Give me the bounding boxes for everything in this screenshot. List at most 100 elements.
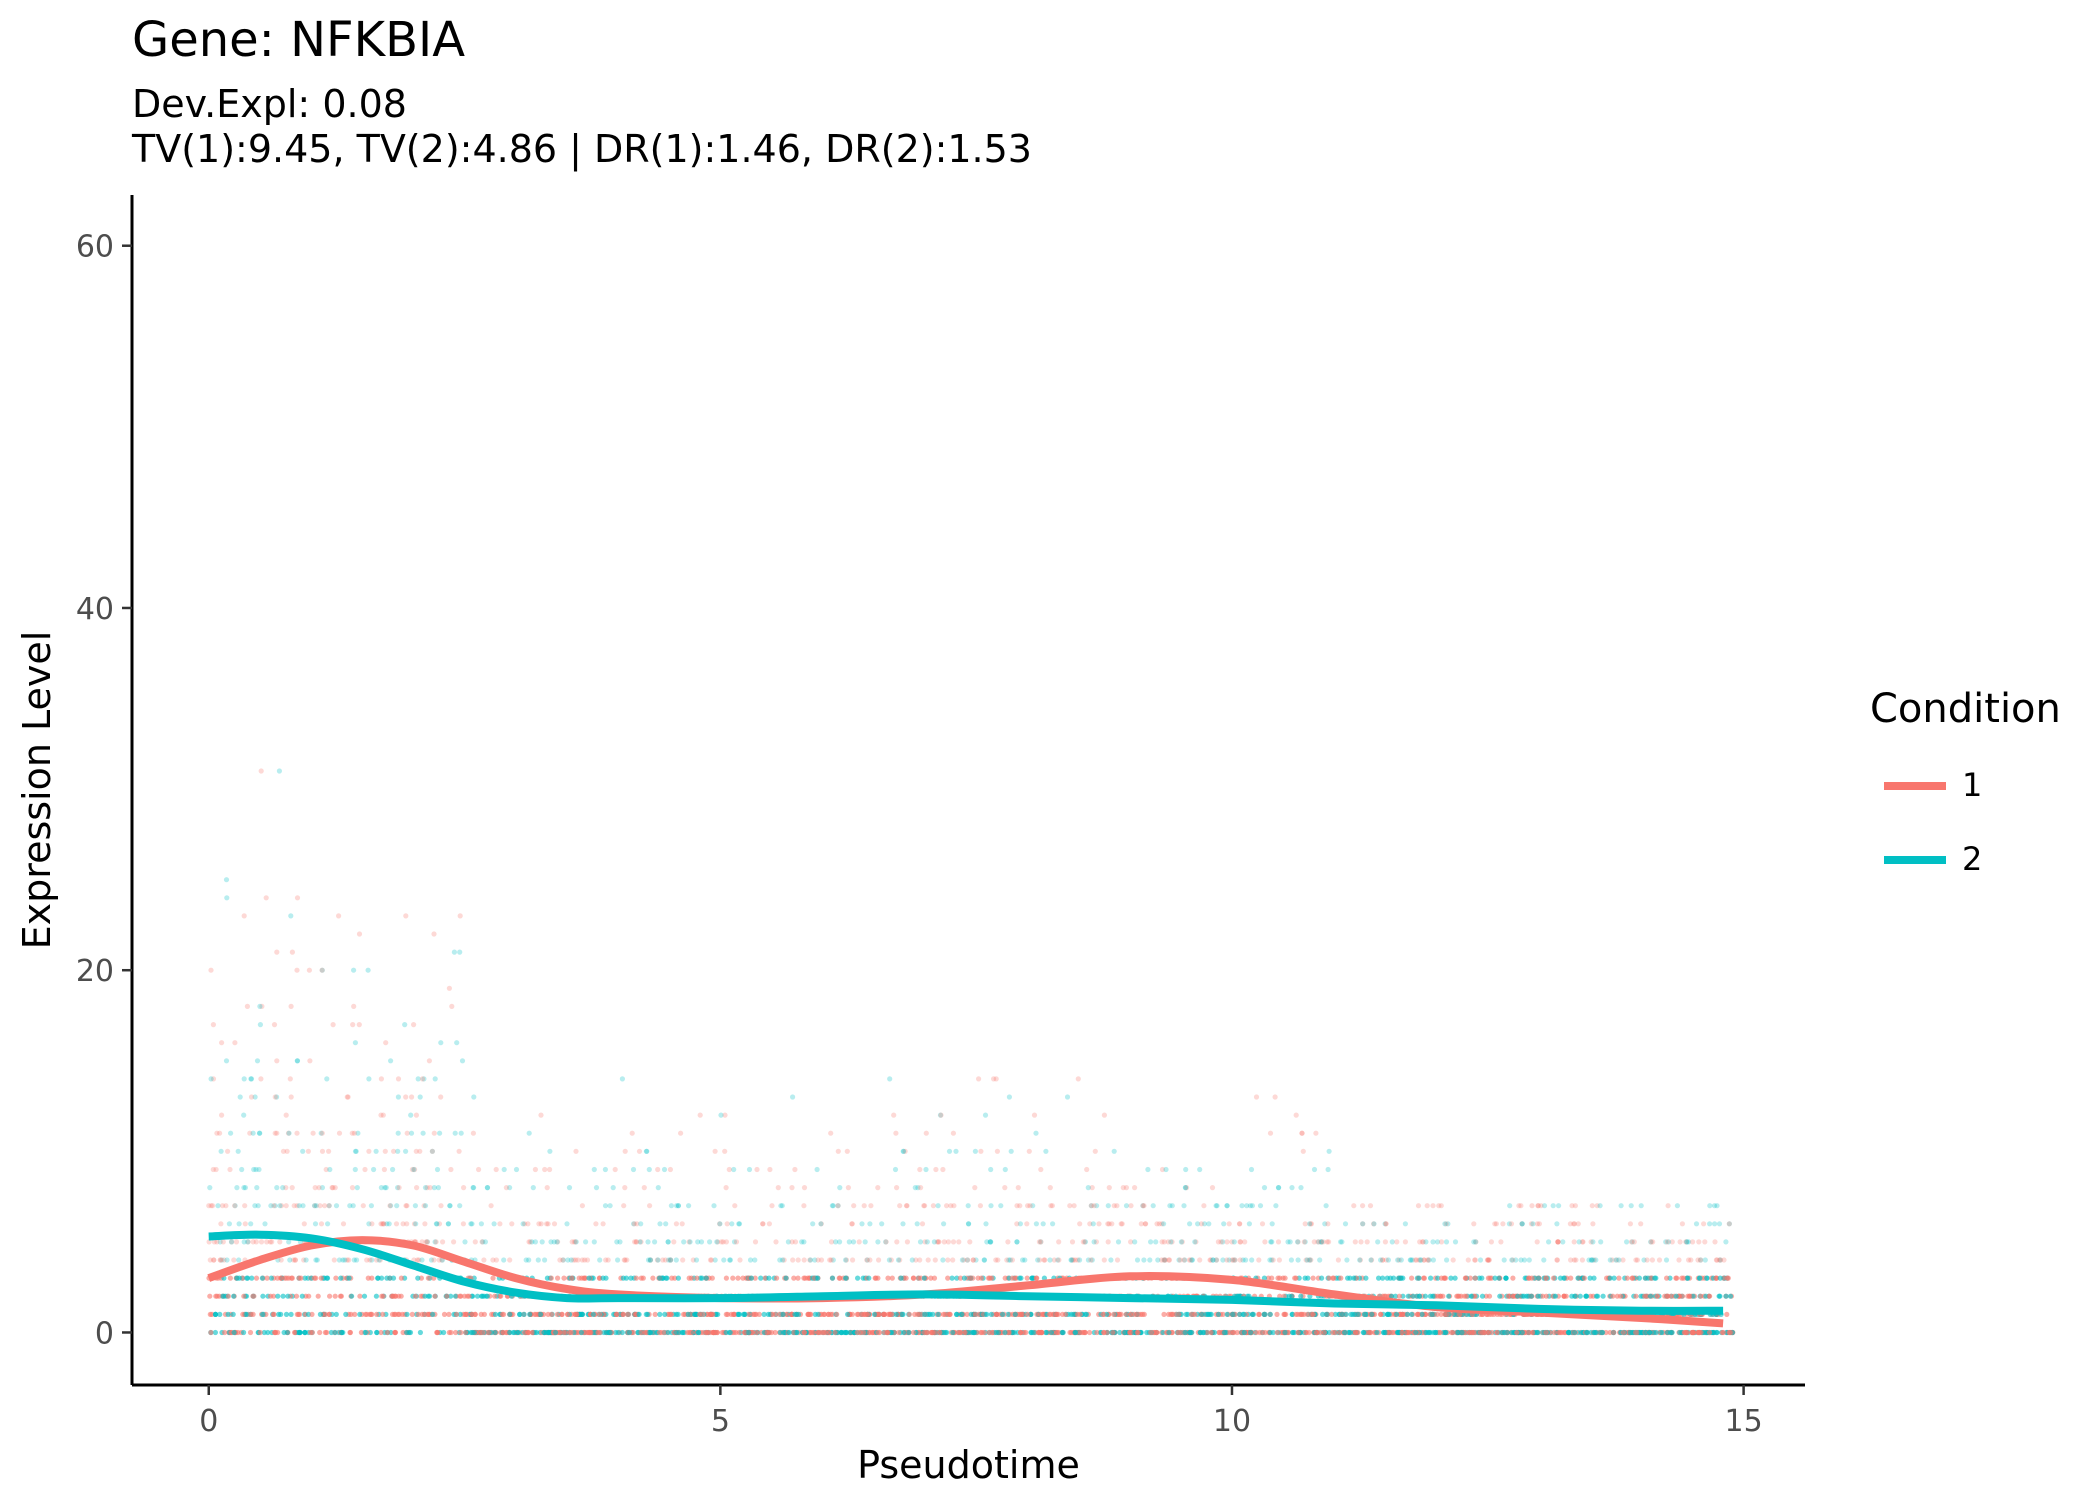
data-point (1683, 1239, 1689, 1245)
data-point (923, 1130, 929, 1136)
data-point (956, 1239, 962, 1245)
data-point (388, 1058, 394, 1064)
data-point (875, 1329, 881, 1336)
data-point (1006, 1257, 1012, 1263)
data-point (1159, 1221, 1165, 1227)
data-point (1069, 1257, 1076, 1263)
data-point (901, 1329, 907, 1336)
data-point (1421, 1257, 1427, 1263)
data-point (1101, 1257, 1107, 1263)
data-point (1002, 1166, 1008, 1173)
data-point (776, 1311, 783, 1317)
data-point (717, 1221, 723, 1227)
data-point (648, 1257, 654, 1263)
data-point (292, 1257, 298, 1263)
data-point (1199, 1311, 1205, 1317)
data-point (573, 1257, 579, 1263)
data-point (250, 1311, 256, 1317)
data-point (1017, 1221, 1024, 1227)
data-point (259, 1003, 265, 1010)
data-point (287, 1076, 293, 1082)
data-point (288, 1094, 294, 1100)
data-point (735, 1275, 741, 1281)
data-point (1698, 1257, 1704, 1263)
y-tick-label: 40 (76, 592, 114, 627)
data-point (1168, 1239, 1174, 1245)
data-point (1713, 1275, 1719, 1281)
data-point (1368, 1257, 1374, 1263)
data-point (1440, 1293, 1446, 1299)
data-point (1572, 1203, 1578, 1209)
data-point (1269, 1275, 1275, 1281)
data-point (1535, 1293, 1541, 1299)
data-point (254, 1185, 260, 1191)
data-point (626, 1329, 633, 1336)
data-point (1394, 1239, 1400, 1245)
data-point (773, 1239, 779, 1245)
data-point (1313, 1329, 1319, 1336)
data-point (509, 1221, 515, 1227)
data-point (240, 1311, 246, 1317)
data-point (752, 1257, 758, 1263)
data-point (526, 1239, 532, 1245)
data-point (1004, 1257, 1010, 1263)
data-point (1425, 1257, 1431, 1263)
data-point (554, 1239, 560, 1245)
data-point (391, 1148, 397, 1154)
data-point (244, 1275, 250, 1281)
data-point (1155, 1257, 1161, 1263)
data-point (1472, 1275, 1478, 1281)
data-point (1473, 1239, 1479, 1245)
data-point (1298, 1311, 1304, 1317)
data-point (526, 1130, 532, 1136)
data-point (379, 1221, 385, 1227)
data-point (1006, 1329, 1012, 1336)
data-point (777, 1257, 783, 1263)
data-point (961, 1257, 967, 1263)
data-point (1594, 1203, 1600, 1209)
data-point (1316, 1239, 1322, 1245)
data-point (353, 1148, 359, 1154)
data-point (1220, 1239, 1226, 1245)
data-point (1176, 1311, 1182, 1317)
data-point (278, 1257, 284, 1263)
data-point (1450, 1257, 1456, 1263)
data-point (981, 1257, 987, 1263)
data-point (675, 1275, 682, 1281)
data-point (910, 1329, 917, 1336)
data-point (1208, 1329, 1214, 1336)
data-point (258, 768, 264, 774)
data-point (1688, 1257, 1694, 1263)
data-point (1443, 1239, 1450, 1245)
data-point (1111, 1203, 1117, 1209)
data-point (970, 1257, 976, 1263)
data-point (294, 895, 301, 901)
data-point (351, 1257, 357, 1263)
data-point (1176, 1257, 1182, 1263)
data-point (1183, 1166, 1189, 1173)
data-point (1182, 1185, 1188, 1191)
data-point (993, 1257, 999, 1263)
data-point (1267, 1130, 1274, 1136)
data-point (478, 1221, 484, 1227)
data-point (431, 931, 437, 937)
data-point (1303, 1329, 1309, 1336)
data-point (657, 1311, 663, 1317)
data-point (1184, 1185, 1190, 1191)
data-point (1085, 1185, 1091, 1191)
data-point (1200, 1329, 1206, 1336)
data-point (438, 1094, 444, 1100)
data-point (922, 1311, 928, 1317)
data-point (1711, 1203, 1718, 1209)
data-point (578, 1329, 585, 1336)
data-point (332, 1185, 338, 1191)
data-point (607, 1329, 613, 1336)
data-point (1056, 1257, 1062, 1263)
data-point (954, 1275, 960, 1281)
data-point (1140, 1203, 1146, 1209)
data-point (395, 1130, 401, 1136)
data-point (1031, 1112, 1038, 1118)
data-point (1448, 1329, 1455, 1336)
data-point (306, 967, 312, 973)
data-point (217, 1311, 223, 1317)
